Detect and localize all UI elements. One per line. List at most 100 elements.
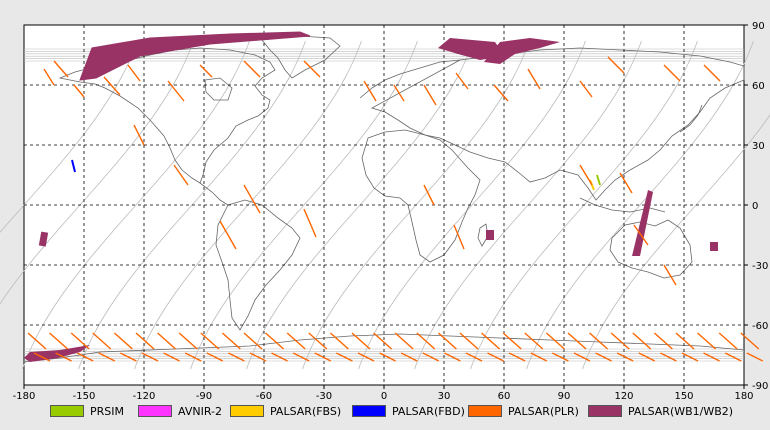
plr-track: [393, 84, 405, 102]
orbit-track: [358, 40, 586, 370]
plr-track: [173, 164, 189, 186]
plr-track: [718, 332, 738, 350]
legend: PRSIM AVNIR-2 PALSAR(FBS) PALSAR(FBD) PA…: [0, 400, 770, 422]
x-tick-label: -30: [316, 391, 332, 402]
plr-track: [163, 352, 180, 362]
plr-track: [487, 352, 504, 362]
plr-track: [292, 352, 310, 362]
plr-track: [422, 352, 440, 362]
plr-track: [135, 332, 155, 350]
legend-label: PRSIM: [90, 404, 124, 418]
plr-track: [746, 352, 764, 362]
plr-track: [314, 352, 332, 362]
legend-swatch: [230, 405, 264, 417]
plr-track: [228, 352, 245, 362]
plr-track: [663, 264, 677, 286]
legend-item-fbd: PALSAR(FBD): [352, 404, 465, 418]
fbd-swath: [71, 159, 76, 173]
plr-track: [416, 332, 436, 350]
legend-item-fbs: PALSAR(FBS): [230, 404, 341, 418]
plr-track: [221, 332, 241, 350]
coverage-swaths: [24, 31, 718, 362]
plr-track: [308, 332, 328, 350]
plr-track: [329, 332, 349, 350]
legend-item-prism: PRSIM: [50, 404, 124, 418]
plr-track: [619, 172, 633, 194]
plr-track: [373, 332, 393, 350]
europe-coast: [359, 59, 461, 99]
wb-swath-vanuatu: [710, 242, 718, 251]
plr-track: [616, 352, 634, 362]
legend-swatch: [138, 405, 172, 417]
africa-coast: [361, 129, 481, 263]
plr-track: [589, 332, 609, 350]
plr-track: [633, 224, 649, 246]
x-tick-label: 180: [734, 391, 753, 402]
plr-tracks: [27, 56, 764, 362]
plr-track: [453, 224, 465, 250]
plr-track: [55, 352, 72, 362]
central-america-coast: [199, 182, 229, 206]
plr-track: [286, 332, 306, 350]
plr-track: [632, 332, 652, 350]
plr-track: [141, 352, 159, 362]
plr-track: [92, 332, 112, 350]
plr-track: [545, 332, 565, 350]
plr-track: [653, 332, 673, 350]
plr-track: [49, 332, 69, 350]
wb-swath-siberia-1: [438, 38, 505, 60]
plr-track: [157, 332, 177, 350]
plr-track: [681, 352, 699, 362]
legend-swatch: [50, 405, 84, 417]
plr-track: [200, 332, 220, 350]
plr-track: [481, 332, 501, 350]
plr-track: [703, 352, 720, 362]
wb-swath-madagascar: [486, 230, 494, 240]
plr-track: [33, 352, 51, 362]
legend-swatch: [588, 405, 622, 417]
plr-track: [249, 352, 267, 362]
y-tick-label: -90: [752, 381, 768, 392]
plr-track: [27, 332, 47, 350]
x-tick-label: 120: [614, 391, 633, 402]
legend-label: PALSAR(PLR): [508, 404, 579, 418]
plr-track: [675, 332, 695, 350]
eurasia-coast: [370, 47, 745, 201]
plr-track: [70, 332, 90, 350]
plr-track: [303, 60, 321, 78]
plr-track: [607, 56, 625, 74]
plr-track: [113, 332, 133, 350]
y-tick-label: 30: [752, 141, 765, 152]
plr-track: [379, 352, 396, 362]
plr-track: [459, 332, 479, 350]
plr-track: [199, 64, 213, 78]
plr-track: [465, 352, 483, 362]
plr-track: [271, 352, 288, 362]
wb-swath-siberia-2: [484, 38, 560, 64]
plr-track: [552, 352, 569, 362]
y-tick-label: 60: [752, 81, 765, 92]
plr-track: [437, 332, 457, 350]
orbit-track: [526, 40, 754, 370]
plr-track: [567, 332, 587, 350]
plr-track: [579, 164, 593, 186]
madagascar-coast: [477, 223, 489, 247]
x-tick-label: 30: [438, 391, 451, 402]
x-tick-label: -150: [73, 391, 96, 402]
plr-track: [43, 68, 55, 86]
plr-track: [579, 80, 593, 98]
plr-track: [243, 60, 261, 78]
plr-track: [243, 332, 263, 350]
plr-track: [357, 352, 375, 362]
plr-track: [184, 352, 202, 362]
plr-track: [53, 60, 69, 78]
greenland-coast: [261, 35, 341, 79]
plr-track: [527, 68, 541, 90]
plr-track: [76, 352, 94, 362]
y-tick-label: -60: [752, 321, 768, 332]
japan-coast: [679, 104, 703, 133]
plr-track: [524, 332, 544, 350]
plr-track: [660, 352, 677, 362]
x-tick-label: 0: [381, 391, 387, 402]
